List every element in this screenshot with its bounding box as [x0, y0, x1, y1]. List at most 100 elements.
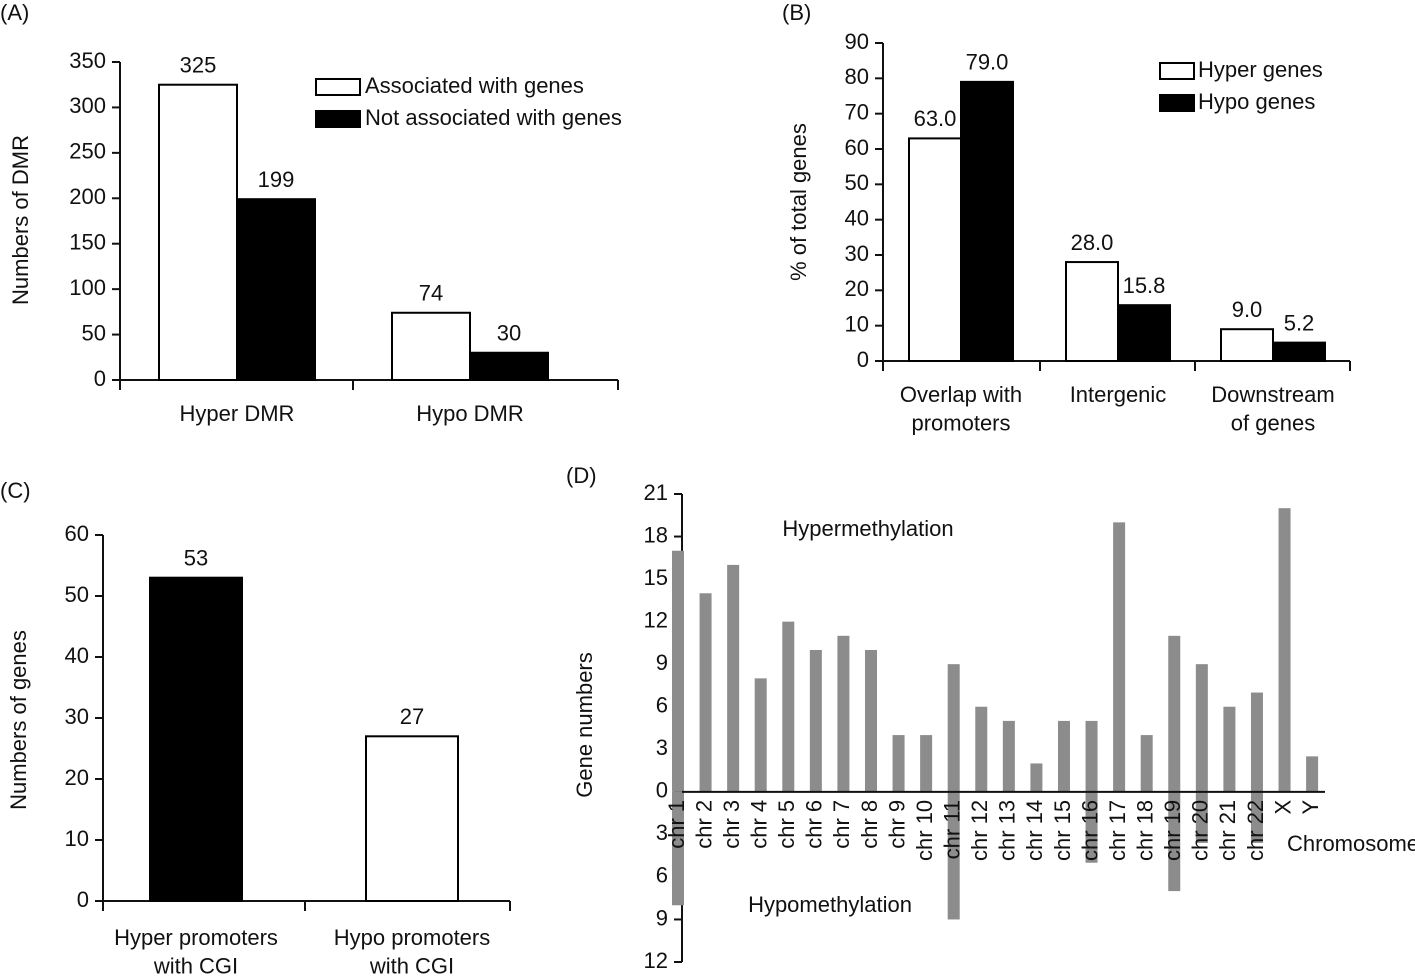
- y-tick-label: 0: [656, 778, 668, 803]
- legend-label: Not associated with genes: [365, 105, 622, 130]
- y-tick-label: 12: [644, 948, 668, 973]
- x-tick-label: chr 10: [912, 800, 937, 861]
- y-axis-title: Gene numbers: [572, 652, 597, 798]
- legend-swatch: [1159, 62, 1195, 80]
- panel-label: (B): [782, 0, 811, 25]
- bar: [1140, 735, 1153, 792]
- y-tick-label: 80: [845, 64, 869, 89]
- y-tick-label: 70: [845, 99, 869, 124]
- x-tick-label: chr 22: [1243, 800, 1268, 861]
- y-tick-label: 60: [845, 135, 869, 160]
- y-tick-label: 18: [644, 522, 668, 547]
- bar: [782, 621, 795, 792]
- bar: [727, 564, 740, 792]
- x-tick-label: chr 9: [884, 800, 909, 849]
- x-axis-title: Chromosome: [1287, 831, 1415, 856]
- y-axis-title: Numbers of genes: [6, 630, 31, 810]
- value-label: 74: [419, 281, 443, 306]
- bar: [1306, 756, 1319, 792]
- bar: [149, 576, 243, 902]
- y-tick-label: 40: [845, 205, 869, 230]
- bar: [1113, 522, 1126, 792]
- bar: [1168, 791, 1181, 892]
- x-tick-label: chr 15: [1050, 800, 1075, 861]
- bar: [908, 137, 962, 362]
- y-axis-title: % of total genes: [786, 123, 811, 281]
- x-tick-label: chr 18: [1133, 800, 1158, 861]
- x-tick-label: chr 4: [747, 800, 772, 849]
- bar: [975, 706, 988, 792]
- x-tick-label: Hypo DMR: [416, 401, 524, 426]
- bar: [960, 80, 1014, 362]
- y-tick-label: 6: [656, 693, 668, 718]
- bar: [864, 650, 877, 792]
- y-tick-label: 20: [845, 276, 869, 301]
- y-tick-label: 250: [69, 139, 106, 164]
- bar: [1030, 763, 1043, 792]
- x-tick-label: chr 5: [774, 800, 799, 849]
- bar: [1195, 791, 1208, 843]
- bar: [1223, 706, 1236, 792]
- value-label: 63.0: [914, 106, 957, 131]
- x-tick-label: chr 7: [829, 800, 854, 849]
- x-tick-label: Hyper DMR: [180, 401, 295, 426]
- y-tick-label: 50: [845, 170, 869, 195]
- x-tick-label: Overlap with promoters: [900, 382, 1022, 436]
- x-tick-label: chr 17: [1105, 800, 1130, 861]
- y-tick-label: 20: [65, 765, 89, 790]
- bar: [1278, 508, 1291, 792]
- x-tick-label: chr 13: [995, 800, 1020, 861]
- y-tick-label: 150: [69, 230, 106, 255]
- y-tick-label: 15: [644, 565, 668, 590]
- value-label: 15.8: [1123, 273, 1166, 298]
- y-tick-label: 50: [65, 582, 89, 607]
- x-tick-label: chr 6: [802, 800, 827, 849]
- y-tick-label: 6: [656, 863, 668, 888]
- bar: [699, 593, 712, 792]
- y-tick-label: 60: [65, 521, 89, 546]
- bar: [1250, 791, 1263, 843]
- x-tick-label: Intergenic: [1070, 382, 1167, 407]
- bar: [158, 83, 238, 381]
- x-tick-label: chr 12: [967, 800, 992, 861]
- value-label: 5.2: [1284, 310, 1315, 335]
- y-tick-label: 90: [845, 29, 869, 54]
- y-tick-label: 10: [65, 826, 89, 851]
- panel-label: (A): [0, 0, 29, 25]
- bar: [1220, 328, 1274, 363]
- bar: [1002, 720, 1015, 792]
- bar: [809, 650, 822, 792]
- bar: [947, 791, 960, 920]
- bar: [672, 550, 684, 792]
- y-tick-label: 200: [69, 184, 106, 209]
- y-tick-label: 10: [845, 311, 869, 336]
- x-tick-label: chr 1: [664, 800, 689, 849]
- x-tick-label: chr 3: [719, 800, 744, 849]
- value-label: 27: [400, 704, 424, 729]
- y-tick-label: 350: [69, 48, 106, 73]
- bar: [672, 791, 684, 906]
- y-tick-label: 40: [65, 643, 89, 668]
- y-tick-label: 0: [94, 366, 106, 391]
- bar: [1195, 664, 1208, 792]
- y-tick-label: 50: [82, 320, 106, 345]
- legend-label: Associated with genes: [365, 73, 584, 98]
- bar: [1065, 261, 1119, 363]
- annotation: Hypermethylation: [782, 516, 953, 541]
- y-tick-label: 0: [77, 887, 89, 912]
- bar: [837, 635, 850, 792]
- legend-swatch: [1159, 94, 1195, 112]
- y-tick-label: 9: [656, 905, 668, 930]
- x-tick-label: chr 21: [1215, 800, 1240, 861]
- legend-swatch: [315, 78, 361, 96]
- bar: [391, 311, 471, 381]
- bar: [1250, 692, 1263, 792]
- x-tick-label: Hyper promoters with CGI: [114, 925, 278, 977]
- x-tick-label: Hypo promoters with CGI: [334, 925, 491, 977]
- legend-swatch: [315, 110, 361, 128]
- x-tick-label: chr 2: [691, 800, 716, 849]
- bar: [892, 735, 905, 792]
- bar: [1057, 720, 1070, 792]
